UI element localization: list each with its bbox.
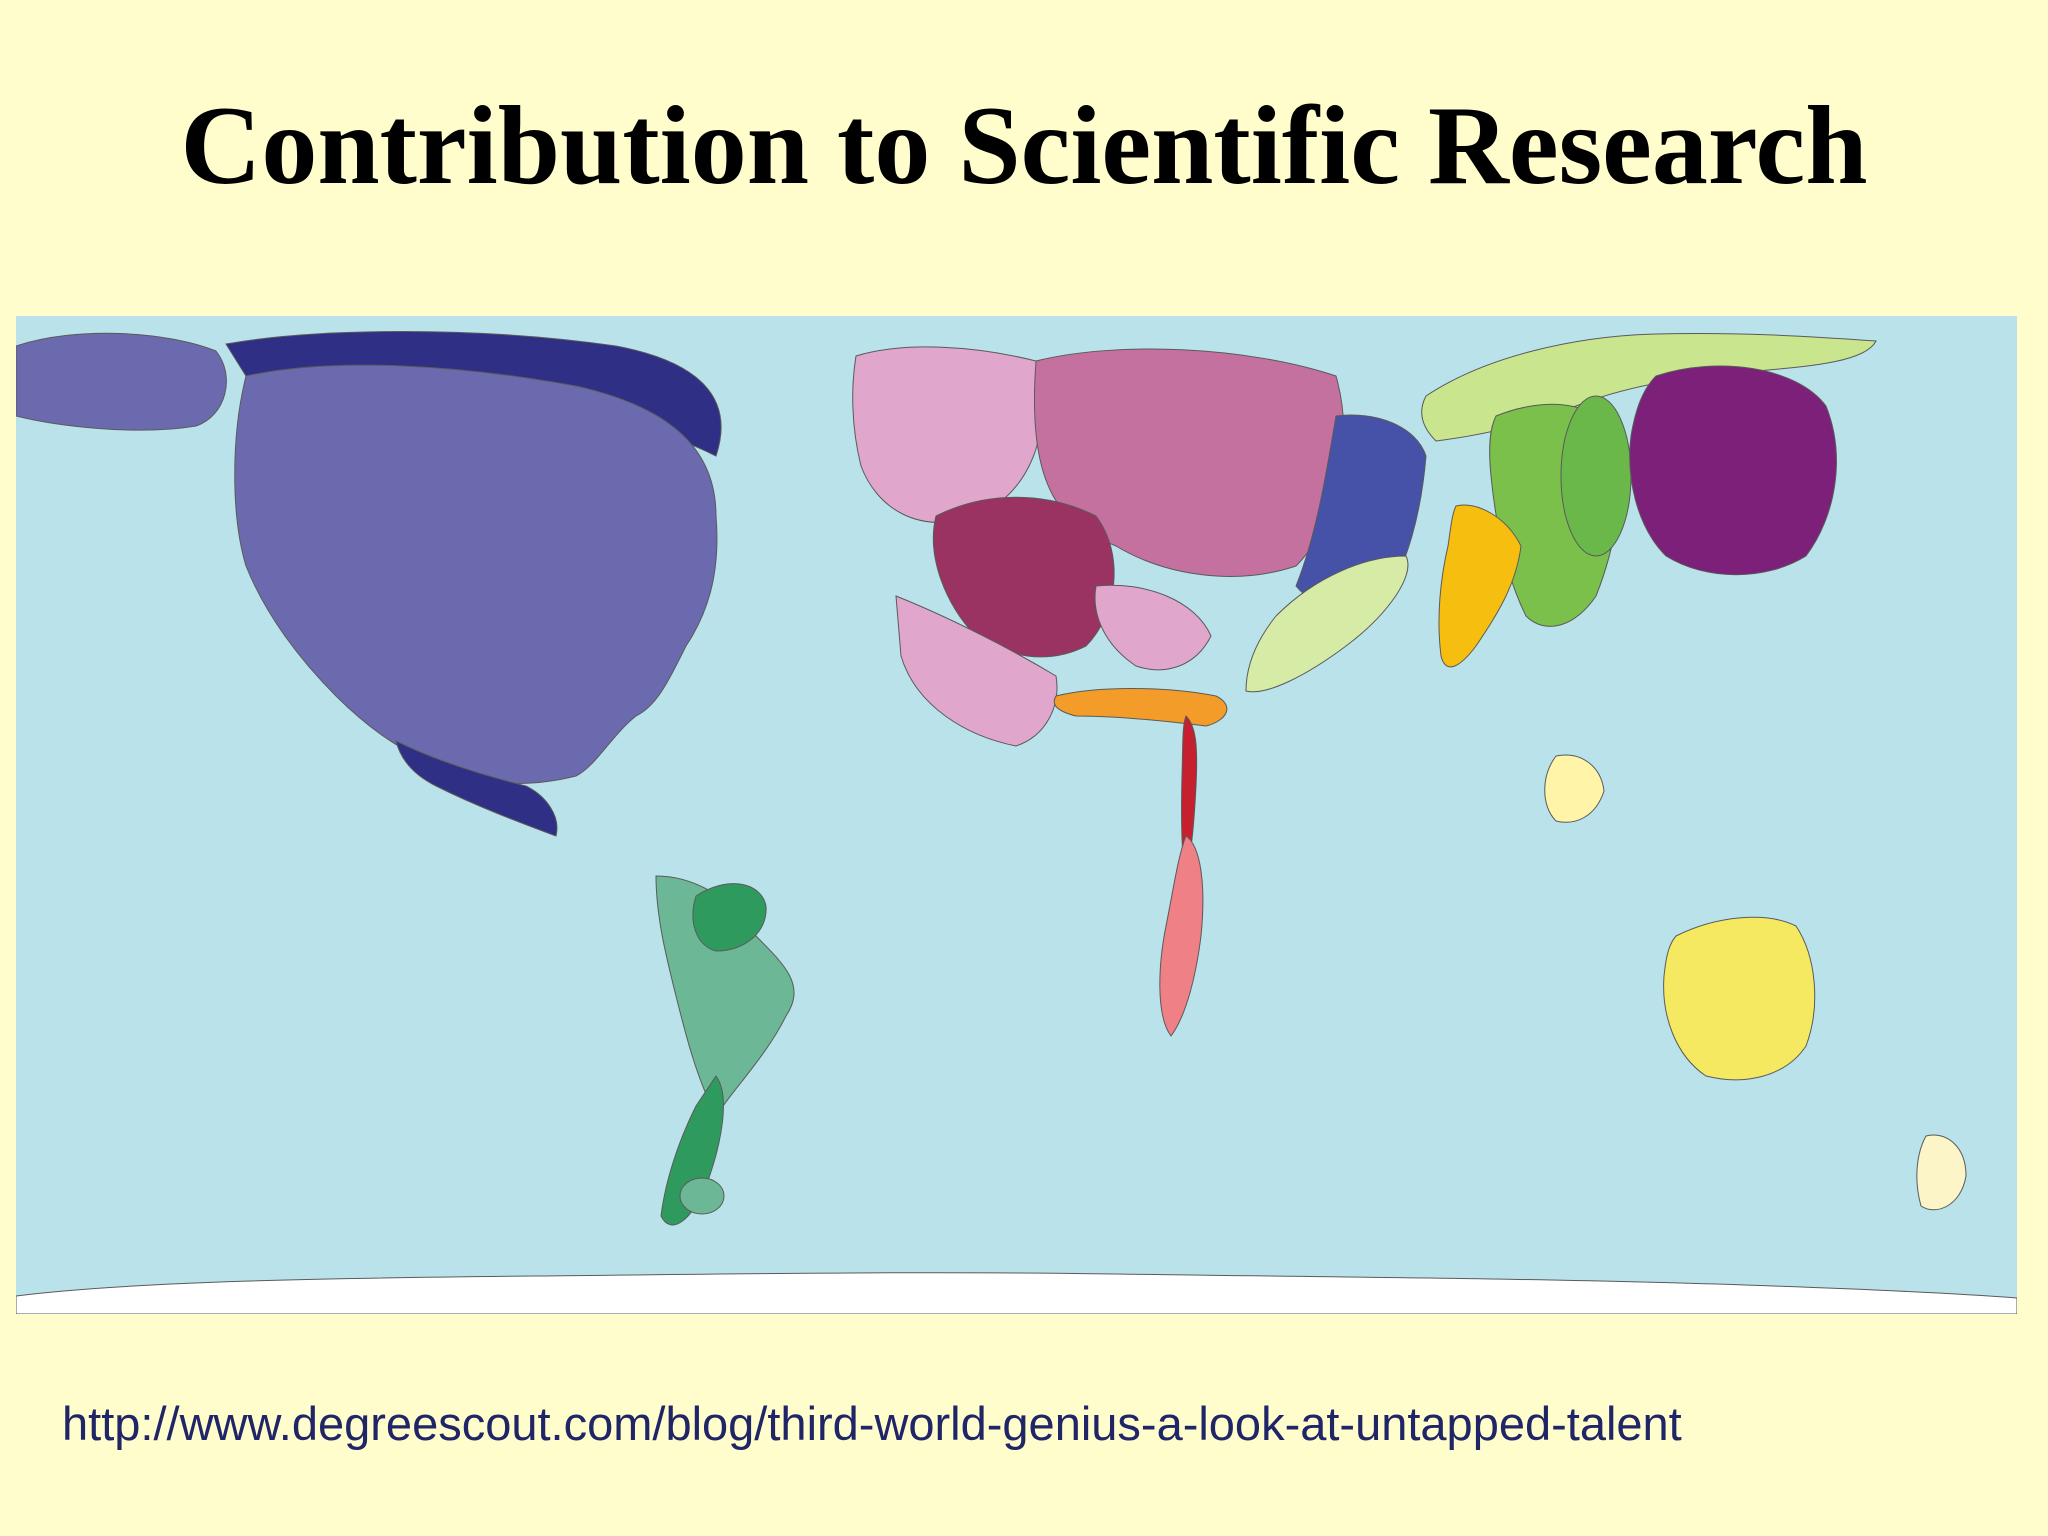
region-argentina-chile: [660, 1075, 724, 1226]
region-japan: [1629, 365, 1837, 576]
slide-title: Contribution to Scientific Research: [180, 84, 1868, 208]
source-url[interactable]: http://www.degreescout.com/blog/third-wo…: [62, 1397, 1682, 1450]
region-north-africa: [1053, 688, 1228, 727]
region-australia: [1663, 916, 1816, 1081]
region-southeast-asia: [1544, 754, 1605, 823]
region-alaska: [16, 332, 227, 431]
region-brazil: [692, 883, 767, 952]
region-italy: [1094, 584, 1212, 671]
region-mexico: [395, 740, 558, 837]
region-france: [932, 496, 1115, 658]
region-new-zealand: [1916, 1134, 1967, 1211]
region-south-africa: [1159, 835, 1204, 1037]
region-india: [1438, 504, 1522, 668]
region-antarctica: [16, 1272, 2017, 1314]
region-north-america: [234, 364, 718, 784]
region-falklands: [679, 1177, 725, 1215]
cartogram-svg: [16, 316, 2017, 1314]
world-cartogram-map: [16, 316, 2017, 1314]
region-middle-east: [1245, 555, 1409, 693]
region-korea: [1560, 395, 1632, 557]
region-iberia: [895, 595, 1058, 747]
